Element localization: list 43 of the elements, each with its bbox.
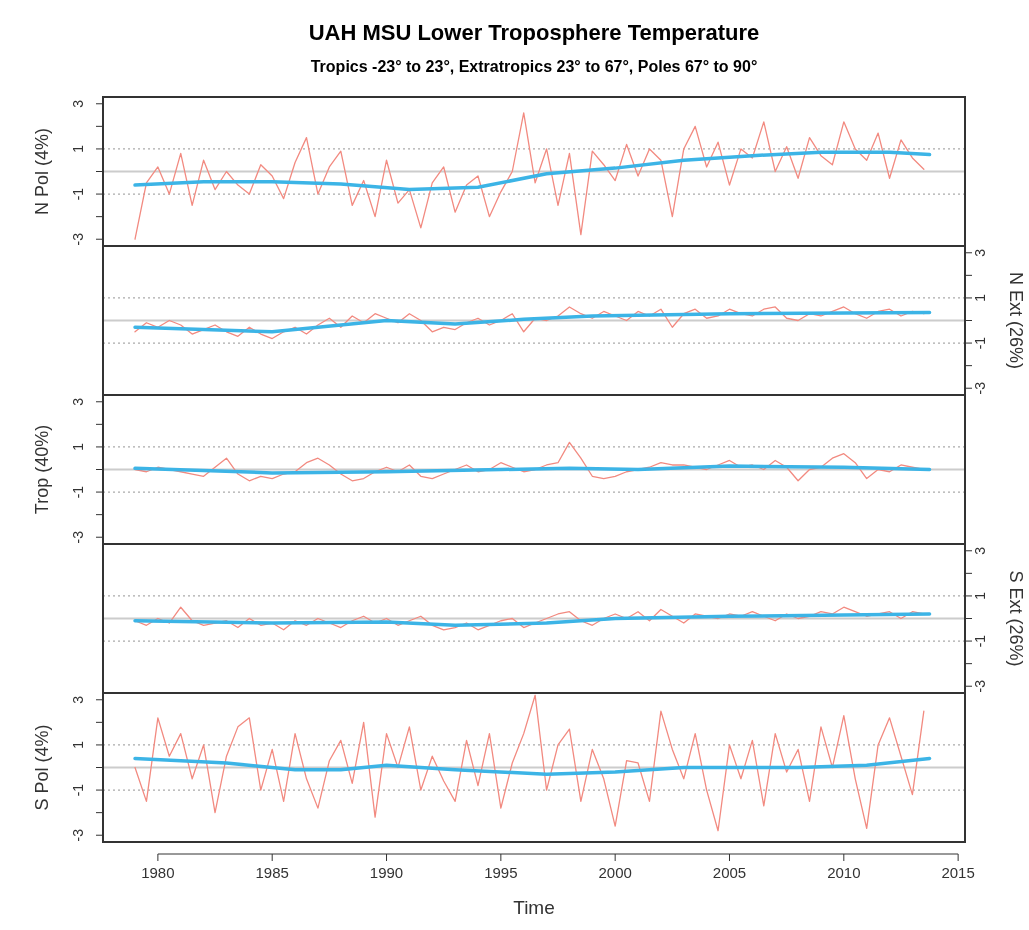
chart-title: UAH MSU Lower Troposphere Temperature — [308, 20, 760, 45]
x-tick-label: 1985 — [255, 864, 289, 881]
y-tick-label: -1 — [70, 485, 86, 499]
y-axis-title: Trop (40%) — [31, 424, 52, 515]
y-tick-label: 3 — [70, 99, 86, 108]
x-tick-label: 2000 — [598, 864, 632, 881]
x-tick-label: 1990 — [369, 864, 404, 881]
y-tick-label: -1 — [70, 187, 86, 201]
line-series — [134, 694, 925, 832]
y-tick-label: -3 — [70, 530, 86, 544]
y2-tick-label: -1 — [972, 336, 988, 350]
y-axis-title: N Pol (4%) — [31, 127, 52, 216]
x-tick-label: 2010 — [827, 864, 861, 881]
x-tick-label: 1995 — [484, 864, 518, 881]
line-series — [134, 112, 925, 240]
line-series — [133, 612, 932, 628]
y2-tick-label: 3 — [972, 546, 988, 555]
y2-tick-label: -3 — [972, 381, 988, 395]
line-series — [133, 756, 932, 777]
line-series — [133, 150, 932, 192]
x-tick-label: 1980 — [141, 864, 175, 881]
y2-axis-title: N Ext (26%) — [1006, 271, 1027, 370]
y2-tick-label: 3 — [972, 248, 988, 257]
y2-tick-label: -1 — [972, 634, 988, 648]
y-tick-label: -3 — [70, 828, 86, 842]
y2-tick-label: 1 — [972, 293, 988, 302]
line-series — [133, 464, 932, 475]
y2-tick-label: -3 — [972, 679, 988, 693]
x-tick-label: 2015 — [941, 864, 975, 881]
y-axis-title: S Pol (4%) — [31, 724, 52, 811]
line-series — [133, 310, 932, 334]
y-tick-label: 3 — [70, 397, 86, 406]
y-tick-label: 1 — [70, 144, 86, 153]
x-tick-label: 2005 — [712, 864, 747, 881]
y-tick-label: -1 — [70, 783, 86, 797]
y-tick-label: 1 — [70, 740, 86, 749]
x-axis-title: Time — [513, 897, 555, 918]
y2-tick-label: 1 — [972, 591, 988, 600]
y2-axis-title: S Ext (26%) — [1006, 570, 1027, 667]
y-tick-label: 3 — [70, 695, 86, 704]
y-tick-label: -3 — [70, 232, 86, 246]
chart-subtitle: Tropics -23° to 23°, Extratropics 23° to 67°, Poles 67° to 90° — [310, 58, 758, 75]
y-tick-label: 1 — [70, 442, 86, 451]
